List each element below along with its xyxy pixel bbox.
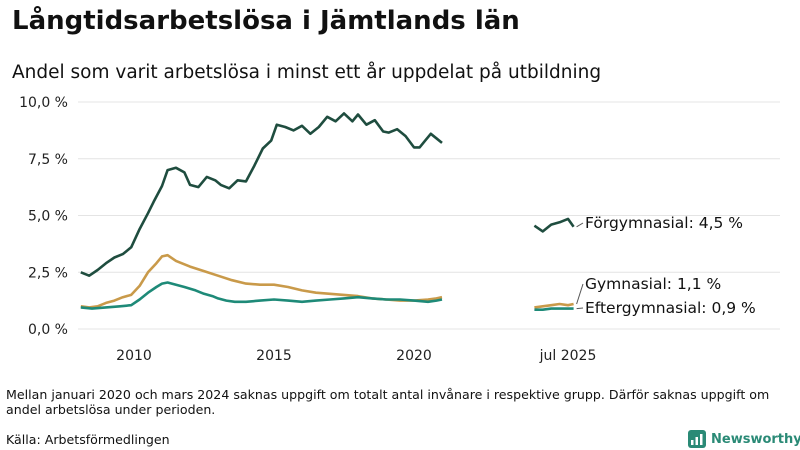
chart-title: Långtidsarbetslösa i Jämtlands län bbox=[12, 6, 520, 36]
y-tick-label: 5,0 % bbox=[28, 209, 68, 225]
series-label-gymnasial: Gymnasial: 1,1 % bbox=[585, 275, 721, 293]
x-tick-label: 2020 bbox=[396, 348, 432, 364]
gridlines bbox=[78, 101, 780, 330]
x-tick-label: 2010 bbox=[116, 348, 152, 364]
y-tick-label: 10,0 % bbox=[19, 95, 68, 111]
label-leader-line bbox=[576, 307, 584, 310]
series-line-gymnasial bbox=[534, 302, 574, 309]
y-tick-label: 7,5 % bbox=[28, 152, 68, 168]
series-line-förgymnasial bbox=[533, 217, 575, 233]
x-tick-label: 2015 bbox=[256, 348, 292, 364]
series-line-eftergymnasial bbox=[80, 281, 443, 310]
newsworthy-icon bbox=[688, 430, 706, 448]
series-labels: Förgymnasial: 4,5 % Gymnasial: 1,1 % Efter… bbox=[576, 214, 756, 317]
series-label-förgymnasial: Förgymnasial: 4,5 % bbox=[585, 214, 743, 232]
source-text: Källa: Arbetsförmedlingen bbox=[6, 432, 170, 447]
series-line-förgymnasial bbox=[80, 112, 443, 277]
y-axis-ticks: 0,0 % 2,5 % 5,0 % 7,5 % 10,0 % bbox=[19, 95, 68, 338]
label-leader-line bbox=[576, 222, 584, 228]
x-axis-ticks: 2010 2015 2020 jul 2025 bbox=[116, 348, 596, 364]
series-lines bbox=[80, 112, 575, 311]
chart-subtitle: Andel som varit arbetslösa i minst ett å… bbox=[12, 62, 602, 83]
series-label-eftergymnasial: Eftergymnasial: 0,9 % bbox=[585, 299, 756, 317]
brand-name: Newsworthy bbox=[711, 431, 800, 447]
x-tick-label: jul 2025 bbox=[539, 348, 597, 364]
y-tick-label: 0,0 % bbox=[28, 322, 68, 338]
newsworthy-logo[interactable]: Newsworthy bbox=[688, 430, 800, 448]
footnote: Mellan januari 2020 och mars 2024 saknas… bbox=[6, 387, 770, 417]
label-leader-line bbox=[576, 283, 584, 305]
y-tick-label: 2,5 % bbox=[28, 265, 68, 281]
series-line-eftergymnasial bbox=[534, 307, 574, 311]
line-chart: 0,0 % 2,5 % 5,0 % 7,5 % 10,0 % 2010 2015 2020 j… bbox=[19, 95, 780, 364]
